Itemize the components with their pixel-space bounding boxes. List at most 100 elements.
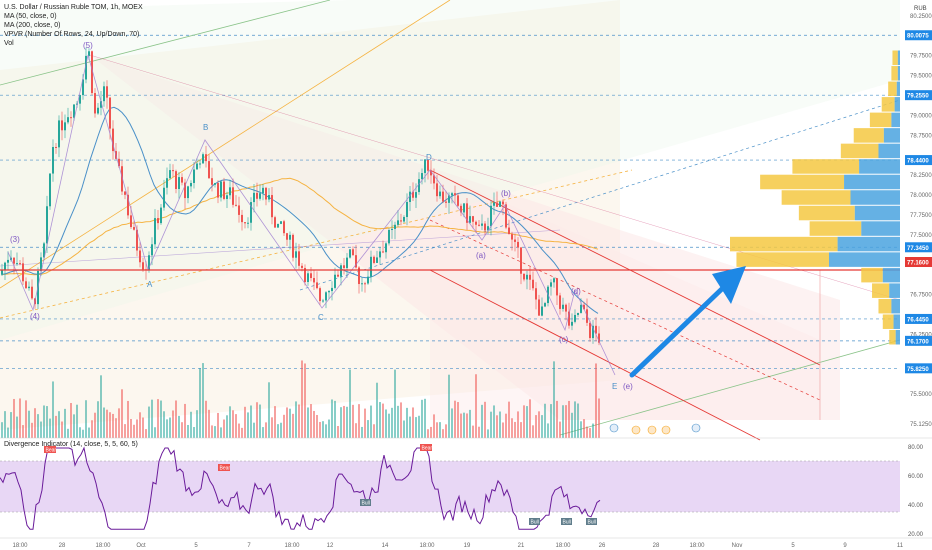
volume-bar: [253, 422, 255, 438]
x-tick-label-13: 26: [599, 543, 606, 549]
volume-bar: [478, 426, 480, 438]
candle-body: [181, 177, 183, 183]
time-axis: 18:00 28 18:00 Oct 5 7 18:00 12 14 18:00 19 21 18:00…: [12, 543, 903, 549]
candle-body: [412, 191, 414, 198]
volume-bar: [244, 406, 246, 438]
volume-bar: [580, 421, 582, 438]
candle-body: [427, 159, 429, 171]
price-tag-label-3: 77.3450: [907, 246, 929, 252]
svg-text:D: D: [426, 153, 432, 162]
candle-body: [514, 239, 516, 242]
vpvr-row-down: [893, 314, 900, 329]
volume-bar: [460, 413, 462, 438]
volume-bar: [124, 424, 126, 438]
y-tick-label-10: 76.2500: [910, 332, 932, 338]
candle-body: [439, 191, 441, 197]
volume-bar: [235, 414, 237, 438]
svg-text:Bear: Bear: [422, 446, 433, 452]
svg-text:B: B: [203, 123, 208, 132]
volume-bar: [469, 409, 471, 438]
vpvr-row-down: [891, 112, 900, 128]
x-tick-label-19: 11: [897, 543, 904, 549]
candle-body: [328, 291, 330, 293]
svg-text:(d): (d): [571, 287, 581, 296]
volume-bar: [259, 404, 261, 438]
candle-body: [448, 195, 450, 203]
volume-bar: [55, 415, 57, 438]
volume-bar: [508, 401, 510, 438]
candle-body: [505, 204, 507, 228]
candle-body: [286, 233, 288, 240]
candle-body: [373, 256, 375, 263]
volume-bar: [490, 411, 492, 438]
candle-body: [430, 170, 432, 176]
volume-bar: [172, 410, 174, 438]
candle-body: [31, 286, 33, 299]
candle-body: [178, 177, 180, 189]
volume-bar: [400, 402, 402, 438]
candle-body: [322, 300, 324, 302]
volume-bar: [199, 368, 201, 438]
volume-bar: [499, 411, 501, 438]
y-tick-label-9: 76.7500: [910, 293, 932, 299]
candle-body: [469, 216, 471, 223]
price-axis: 80.2500 79.7500 79.5000 79.0000 78.7500 78.25…: [900, 0, 932, 438]
candle-body: [220, 181, 222, 198]
candle-body: [400, 220, 402, 222]
volume-bar: [130, 418, 132, 438]
vpvr-row-up: [869, 112, 892, 128]
volume-bar: [592, 423, 594, 438]
volume-bar: [331, 399, 333, 438]
volume-bar: [211, 425, 213, 438]
candle-body: [376, 257, 378, 263]
candle-body: [403, 217, 405, 222]
candle-body: [364, 283, 366, 285]
volume-bar: [511, 418, 513, 438]
volume-bar: [466, 413, 468, 438]
volume-bar: [13, 398, 15, 438]
candle-body: [526, 274, 528, 280]
volume-bars: [1, 360, 600, 438]
svg-text:60.00: 60.00: [908, 474, 924, 480]
y-tick-label-12: 75.1250: [910, 422, 932, 428]
volume-bar: [301, 360, 303, 438]
volume-bar: [223, 419, 225, 438]
volume-bar: [133, 424, 135, 438]
candle-body: [118, 158, 120, 167]
volume-bar: [4, 411, 6, 438]
candle-body: [535, 288, 537, 300]
candle-body: [340, 265, 342, 277]
volume-bar: [43, 405, 45, 438]
volume-bar: [100, 375, 102, 438]
candle-body: [382, 251, 384, 253]
volume-bar: [481, 404, 483, 438]
svg-text:(5): (5): [83, 41, 93, 50]
x-tick-label-15: 18:00: [689, 543, 705, 549]
volume-bar: [583, 419, 585, 438]
candle-body: [49, 173, 51, 207]
chart-title: U.S. Dollar / Russian Ruble TOM, 1h, MOE…: [4, 4, 143, 11]
volume-bar: [517, 411, 519, 438]
candle-body: [553, 278, 555, 283]
candle-body: [511, 234, 513, 240]
divergence-badges: Bear Bear Bear Bull Bull Bull Bull: [44, 444, 597, 526]
volume-bar: [376, 382, 378, 438]
volume-bar: [49, 418, 51, 438]
volume-bar: [268, 382, 270, 438]
candle-body: [562, 304, 564, 309]
volume-bar: [229, 406, 231, 438]
candle-body: [127, 194, 129, 216]
candle-body: [385, 243, 387, 253]
volume-bar: [427, 429, 429, 438]
candle-body: [175, 171, 177, 189]
vpvr-row-down: [897, 50, 900, 66]
candle-body: [79, 95, 81, 104]
volume-bar: [493, 405, 495, 438]
candle-body: [388, 229, 390, 244]
candle-body: [490, 205, 492, 227]
candle-body: [379, 251, 381, 258]
x-tick-label-5: 7: [247, 543, 251, 549]
price-tag-2: [905, 155, 932, 166]
candle-body: [466, 203, 468, 223]
